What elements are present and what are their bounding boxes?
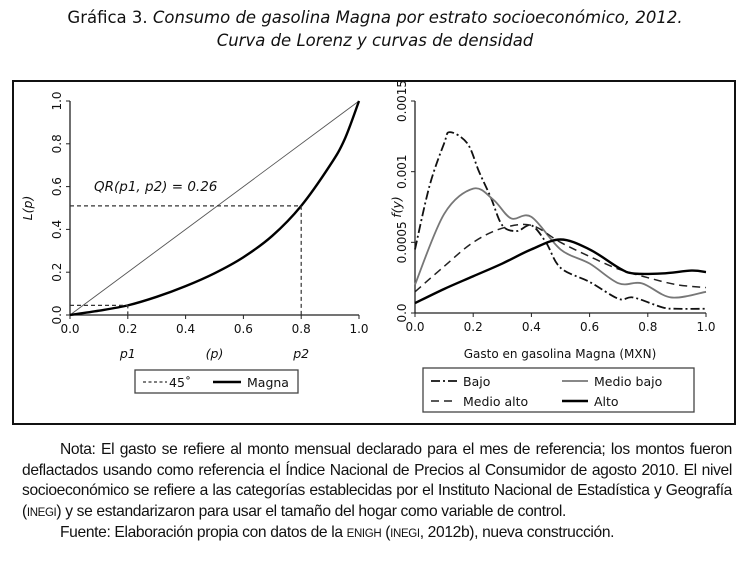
density-curve-alto bbox=[414, 238, 707, 305]
lorenz-x-tick-label: 0.8 bbox=[292, 322, 311, 336]
lorenz-x-tick-label: 1.0 bbox=[349, 322, 368, 336]
lorenz-y-tick-label: 0.8 bbox=[50, 134, 64, 153]
density-y-tick-label: 0.0015 bbox=[395, 80, 409, 122]
legend-label-bajo: Bajo bbox=[463, 374, 490, 389]
legend-label-magna: Magna bbox=[247, 375, 289, 390]
lorenz-y-tick-label: 1.0 bbox=[50, 91, 64, 110]
density-y-tick-label: 0.0005 bbox=[395, 221, 409, 263]
lorenz-x-tick-label: 0.6 bbox=[234, 322, 253, 336]
note-paragraph: Nota: El gasto se refiere al monto mensu… bbox=[22, 441, 732, 520]
charts-svg: 0.0 0.2 0.4 0.6 0.8 1.0 0.0 0.2 0.4 0.6 0.8 1.0 QR(p… bbox=[20, 80, 716, 413]
legend-label-45: 45˚ bbox=[169, 375, 191, 390]
density-x-tick-label: 0.2 bbox=[464, 320, 483, 334]
density-curve-medio-alto bbox=[414, 223, 707, 293]
density-x-tick-label: 0.6 bbox=[580, 320, 599, 334]
density-x-tick-label: 0.8 bbox=[638, 320, 657, 334]
legend-label-alto: Alto bbox=[594, 394, 619, 409]
density-y-tick-label: 0.001 bbox=[395, 154, 409, 188]
legend-label-medio-bajo: Medio bajo bbox=[594, 374, 662, 389]
figure-note: Nota: El gasto se refiere al monto mensu… bbox=[22, 440, 732, 545]
density-y-tick-label: 0.0 bbox=[395, 303, 409, 322]
lorenz-x-tick-label: 0.4 bbox=[176, 322, 195, 336]
lorenz-x-tick-label: 0.0 bbox=[60, 322, 79, 336]
lorenz-x-tick-label: 0.2 bbox=[118, 322, 137, 336]
source-paragraph: Fuente: Elaboración propia con datos de … bbox=[60, 524, 615, 541]
title-line2: Curva de Lorenz y curvas de densidad bbox=[216, 31, 534, 50]
lorenz-45-line bbox=[69, 100, 360, 316]
title-line1: Consumo de gasolina Magna por estrato so… bbox=[152, 8, 683, 27]
legend-label-medio-alto: Medio alto bbox=[463, 394, 528, 409]
density-legend-box bbox=[422, 367, 695, 413]
density-x-label: Gasto en gasolina Magna (MXN) bbox=[464, 347, 657, 361]
chart-frame bbox=[12, 80, 736, 425]
density-curve-medio-bajo bbox=[414, 187, 707, 299]
lorenz-y-tick-label: 0.4 bbox=[50, 220, 64, 239]
lorenz-p1-label: p1 bbox=[119, 346, 136, 361]
lorenz-x-label: (p) bbox=[206, 346, 224, 361]
lorenz-y-label: L(p) bbox=[20, 196, 35, 221]
density-x-tick-label: 0.4 bbox=[522, 320, 541, 334]
lorenz-magna-curve bbox=[69, 100, 361, 317]
lorenz-y-tick-label: 0.6 bbox=[50, 177, 64, 196]
density-y-label: f(y) bbox=[389, 196, 404, 218]
lorenz-y-tick-label: 0.0 bbox=[50, 305, 64, 324]
lorenz-p2-label: p2 bbox=[292, 346, 309, 361]
figure-title: Gráfica 3. Consumo de gasolina Magna por… bbox=[0, 6, 750, 52]
title-prefix: Gráfica 3. bbox=[67, 8, 148, 27]
lorenz-annotation: QR(p1, p2) = 0.26 bbox=[94, 179, 217, 195]
lorenz-y-tick-label: 0.2 bbox=[50, 263, 64, 282]
density-x-tick-label: 1.0 bbox=[696, 320, 715, 334]
density-x-tick-label: 0.0 bbox=[405, 320, 424, 334]
density-curve-bajo bbox=[414, 131, 707, 310]
